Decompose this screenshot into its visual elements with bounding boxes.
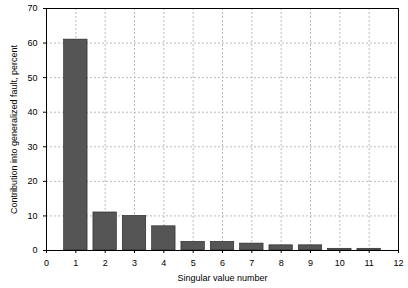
svg-text:3: 3 <box>132 258 137 268</box>
svg-text:9: 9 <box>308 258 313 268</box>
svg-text:11: 11 <box>364 258 373 268</box>
svg-text:1: 1 <box>73 258 78 268</box>
svg-text:0: 0 <box>32 245 37 255</box>
svg-text:0: 0 <box>44 258 49 268</box>
svg-text:60: 60 <box>27 38 37 48</box>
svg-text:8: 8 <box>279 258 284 268</box>
svg-text:Singular value number: Singular value number <box>177 273 267 283</box>
svg-text:20: 20 <box>27 176 37 186</box>
svg-text:10: 10 <box>27 211 37 221</box>
svg-text:5: 5 <box>191 258 196 268</box>
svg-text:4: 4 <box>161 258 166 268</box>
svg-text:Contribution into generalized: Contribution into generalized fault, per… <box>9 44 19 214</box>
svg-text:7: 7 <box>249 258 254 268</box>
svg-text:2: 2 <box>103 258 108 268</box>
svg-text:12: 12 <box>393 258 403 268</box>
svg-text:70: 70 <box>27 3 37 13</box>
svg-text:10: 10 <box>335 258 345 268</box>
svg-text:40: 40 <box>27 107 37 117</box>
svg-text:50: 50 <box>27 73 37 83</box>
svg-text:30: 30 <box>27 142 37 152</box>
svg-text:6: 6 <box>220 258 225 268</box>
